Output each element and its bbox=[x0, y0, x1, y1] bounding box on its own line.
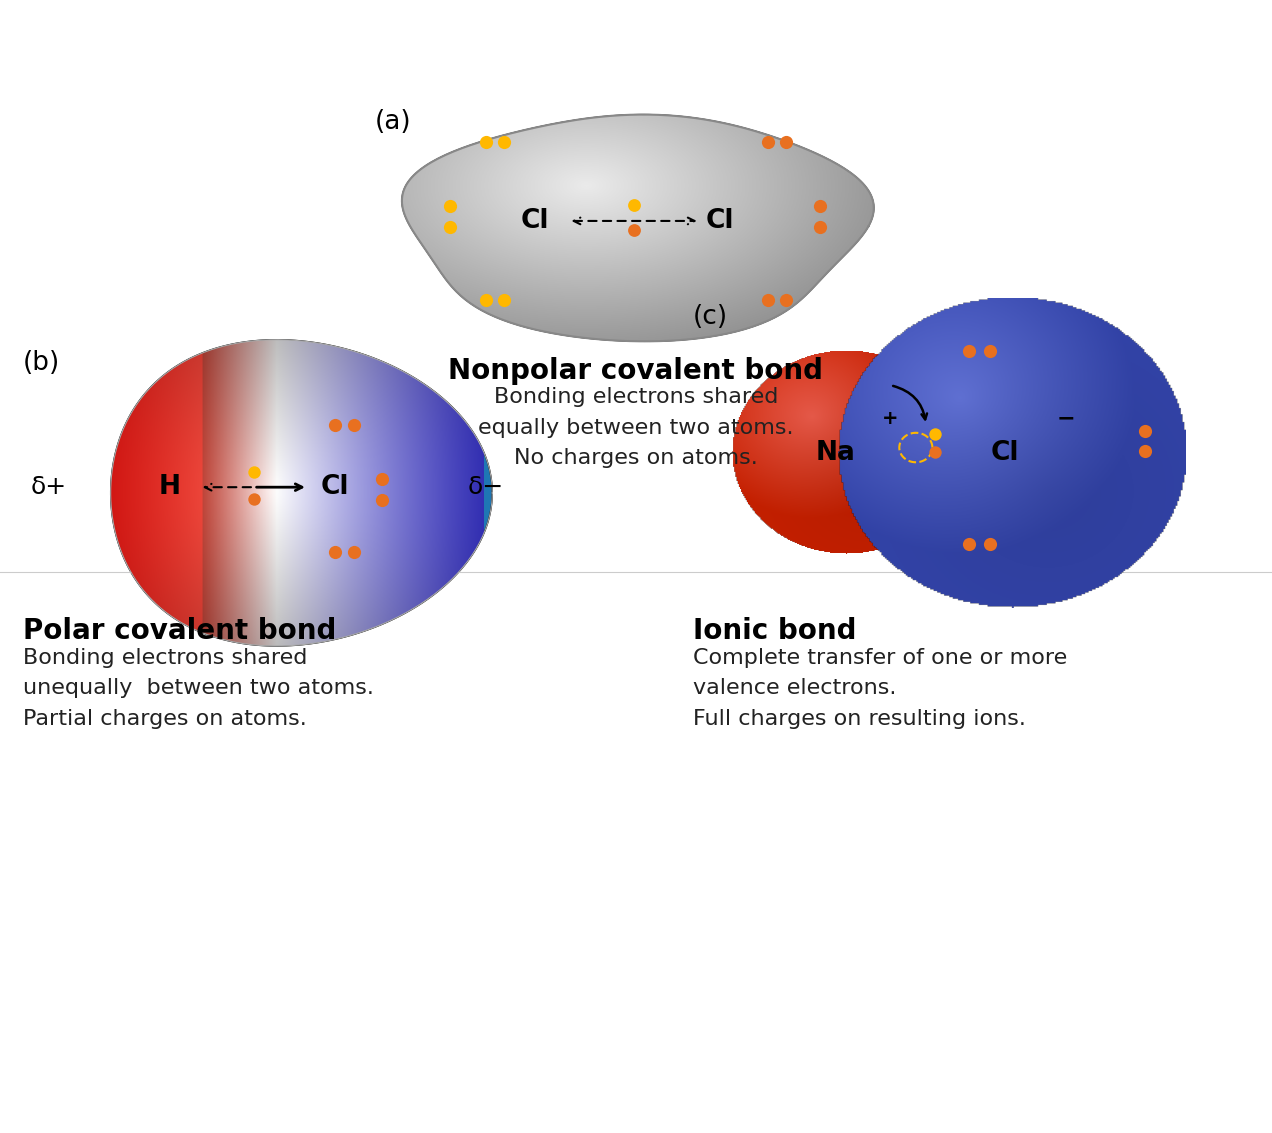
Text: H: H bbox=[159, 475, 181, 500]
Point bbox=[758, 133, 778, 151]
Text: Ionic bond: Ionic bond bbox=[693, 617, 857, 646]
Point bbox=[324, 416, 345, 434]
Text: Polar covalent bond: Polar covalent bond bbox=[23, 617, 336, 646]
Point bbox=[476, 291, 496, 309]
Point bbox=[476, 133, 496, 151]
Text: Nonpolar covalent bond: Nonpolar covalent bond bbox=[449, 357, 823, 385]
Point bbox=[810, 197, 831, 215]
Point bbox=[244, 463, 265, 482]
Point bbox=[776, 133, 796, 151]
Point bbox=[979, 535, 1000, 553]
Point bbox=[244, 489, 265, 508]
Point bbox=[440, 197, 460, 215]
Text: (a): (a) bbox=[375, 110, 412, 135]
Text: Bonding electrons shared
equally between two atoms.
No charges on atoms.: Bonding electrons shared equally between… bbox=[478, 387, 794, 468]
Text: Na: Na bbox=[815, 441, 856, 466]
Point bbox=[1135, 421, 1155, 440]
Point bbox=[343, 416, 364, 434]
Text: Cl: Cl bbox=[706, 208, 734, 233]
Text: δ−: δ− bbox=[468, 475, 504, 500]
Text: Complete transfer of one or more
valence electrons.
Full charges on resulting io: Complete transfer of one or more valence… bbox=[693, 648, 1067, 729]
PathPatch shape bbox=[402, 114, 874, 341]
Point bbox=[959, 535, 979, 553]
Text: Cl: Cl bbox=[321, 475, 349, 500]
Text: Cl: Cl bbox=[522, 208, 550, 233]
Point bbox=[1135, 442, 1155, 460]
Text: (c): (c) bbox=[693, 305, 729, 330]
Text: Bonding electrons shared
unequally  between two atoms.
Partial charges on atoms.: Bonding electrons shared unequally betwe… bbox=[23, 648, 374, 729]
Point bbox=[324, 543, 345, 561]
PathPatch shape bbox=[111, 340, 492, 646]
Point bbox=[343, 543, 364, 561]
Point bbox=[959, 342, 979, 360]
Point bbox=[810, 218, 831, 236]
Point bbox=[979, 342, 1000, 360]
Point bbox=[925, 425, 945, 443]
Point bbox=[494, 133, 514, 151]
Text: δ+: δ+ bbox=[31, 475, 66, 500]
Point bbox=[776, 291, 796, 309]
Text: +: + bbox=[881, 409, 898, 428]
Point bbox=[494, 291, 514, 309]
Point bbox=[371, 470, 392, 488]
Text: Cl: Cl bbox=[991, 441, 1019, 466]
Point bbox=[758, 291, 778, 309]
Text: −: − bbox=[1057, 408, 1076, 428]
Text: (b): (b) bbox=[23, 350, 60, 375]
Point bbox=[625, 221, 645, 239]
Point bbox=[625, 196, 645, 214]
Point bbox=[371, 491, 392, 509]
Point bbox=[440, 218, 460, 236]
Point bbox=[925, 443, 945, 461]
